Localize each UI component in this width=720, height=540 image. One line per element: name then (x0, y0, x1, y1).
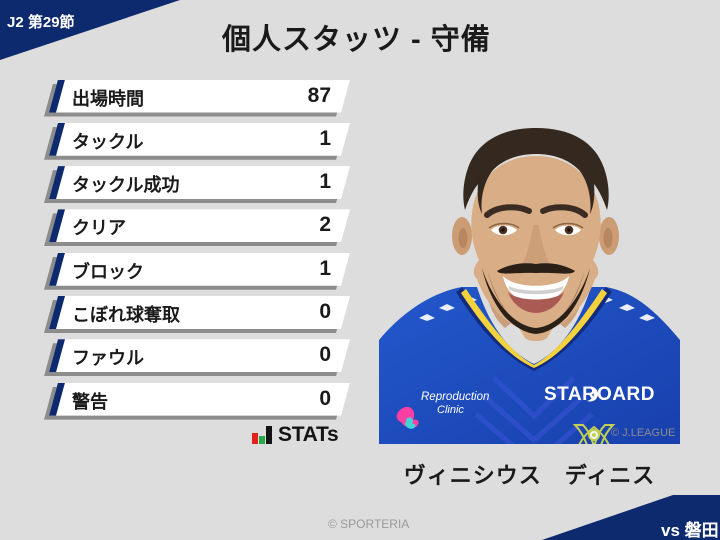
svg-text:Reproduction: Reproduction (421, 391, 489, 403)
svg-text:Clinic: Clinic (437, 404, 464, 416)
svg-text:OARD: OARD (597, 384, 655, 405)
